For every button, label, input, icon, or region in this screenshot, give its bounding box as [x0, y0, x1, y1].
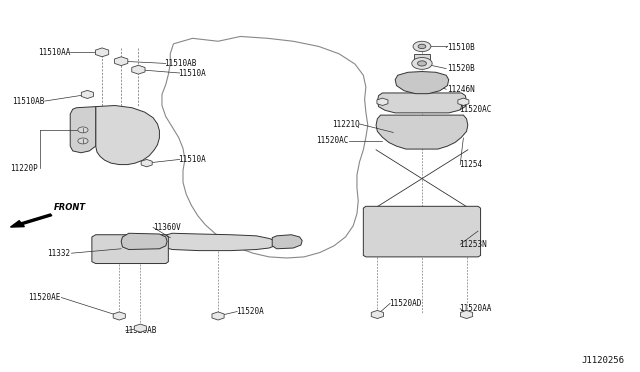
Text: 11221Q: 11221Q: [332, 119, 360, 128]
Text: 11510B: 11510B: [447, 43, 475, 52]
Text: 11520B: 11520B: [447, 64, 475, 73]
Text: 11520AC: 11520AC: [316, 137, 349, 145]
Polygon shape: [377, 98, 388, 106]
Text: 11510A: 11510A: [179, 155, 206, 164]
Polygon shape: [371, 310, 383, 318]
Text: 11520AA: 11520AA: [459, 304, 492, 313]
Polygon shape: [364, 206, 481, 257]
Text: 11520AB: 11520AB: [124, 326, 156, 335]
Polygon shape: [272, 235, 302, 249]
Text: 11520AE: 11520AE: [28, 293, 60, 302]
Polygon shape: [70, 107, 96, 153]
Polygon shape: [115, 57, 128, 65]
Polygon shape: [141, 160, 152, 167]
Polygon shape: [378, 93, 467, 113]
Polygon shape: [121, 233, 167, 250]
Polygon shape: [395, 71, 449, 94]
Circle shape: [417, 61, 426, 66]
Text: 11510AA: 11510AA: [38, 48, 70, 57]
Text: 11254: 11254: [459, 160, 482, 169]
Text: 11220P: 11220P: [11, 164, 38, 173]
Text: FRONT: FRONT: [54, 203, 86, 212]
Circle shape: [413, 41, 431, 52]
Polygon shape: [132, 65, 145, 74]
Polygon shape: [92, 235, 168, 263]
Text: 11510AB: 11510AB: [12, 97, 45, 106]
Text: 11510A: 11510A: [179, 68, 206, 77]
Bar: [414, 54, 429, 61]
Polygon shape: [113, 312, 125, 320]
Polygon shape: [212, 312, 224, 320]
Polygon shape: [96, 106, 159, 164]
Text: 11253N: 11253N: [459, 240, 486, 249]
Polygon shape: [156, 233, 276, 251]
Text: 11510AB: 11510AB: [164, 59, 196, 68]
Polygon shape: [134, 324, 147, 332]
Text: J1120256: J1120256: [582, 356, 625, 365]
Circle shape: [78, 138, 88, 144]
Circle shape: [412, 58, 432, 69]
FancyArrow shape: [10, 214, 52, 227]
Polygon shape: [81, 90, 93, 99]
Text: 11332: 11332: [47, 249, 70, 258]
Circle shape: [78, 127, 88, 133]
Polygon shape: [95, 48, 109, 57]
Text: 11520AC: 11520AC: [459, 105, 492, 115]
Circle shape: [418, 44, 426, 49]
Polygon shape: [376, 115, 468, 149]
Text: 11246N: 11246N: [447, 85, 475, 94]
Text: 11360V: 11360V: [153, 223, 180, 232]
Polygon shape: [461, 310, 472, 318]
Polygon shape: [458, 98, 469, 106]
Text: 11520A: 11520A: [236, 307, 264, 316]
Text: 11520AD: 11520AD: [389, 299, 421, 308]
